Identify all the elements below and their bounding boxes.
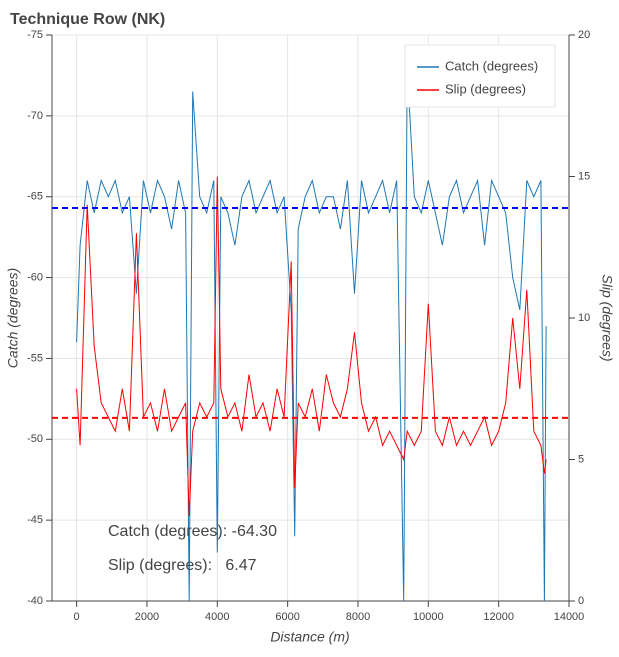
x-tick-label: 6000: [275, 611, 299, 623]
y2-tick-label: 5: [578, 453, 584, 465]
y-tick-label: -45: [27, 514, 43, 526]
y2-tick-label: 20: [578, 29, 590, 41]
x-tick-label: 12000: [483, 611, 514, 623]
y-tick-label: -65: [27, 191, 43, 203]
mean-annotation: Catch (degrees): -64.30: [108, 523, 277, 540]
x-tick-label: 4000: [205, 611, 229, 623]
x-tick-label: 2000: [135, 611, 159, 623]
y-tick-label: -75: [27, 29, 43, 41]
y-tick-label: -40: [27, 595, 43, 607]
y-tick-label: -50: [27, 433, 43, 445]
series-line: [76, 67, 547, 602]
y2-tick-label: 0: [578, 595, 584, 607]
x-tick-label: 10000: [413, 611, 444, 623]
y2-tick-label: 15: [578, 170, 590, 182]
x-tick-label: 14000: [554, 611, 585, 623]
legend-box: [404, 44, 556, 108]
x-tick-label: 0: [74, 611, 80, 623]
x-axis-label: Distance (m): [270, 629, 349, 645]
y-tick-label: -70: [27, 110, 43, 122]
legend-label: Catch (degrees): [445, 58, 538, 73]
x-tick-label: 8000: [346, 611, 370, 623]
y2-axis-label: Slip (degrees): [599, 274, 615, 361]
legend-label: Slip (degrees): [445, 81, 526, 96]
chart-title: Technique Row (NK): [10, 11, 165, 28]
y2-tick-label: 10: [578, 312, 590, 324]
mean-annotation: Slip (degrees): 6.47: [108, 557, 257, 574]
y-tick-label: -55: [27, 352, 43, 364]
y-tick-label: -60: [27, 271, 43, 283]
y-axis-label: Catch (degrees): [5, 268, 21, 368]
